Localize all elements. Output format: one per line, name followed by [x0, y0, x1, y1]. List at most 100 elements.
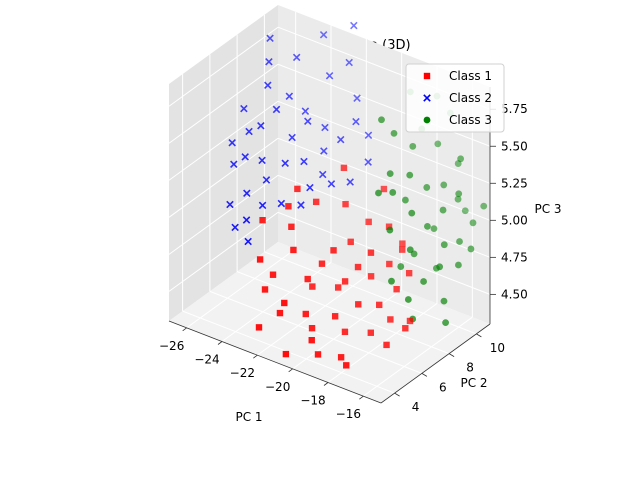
point-class-1	[294, 185, 301, 193]
point-class-3	[390, 129, 398, 137]
point-class-1	[355, 301, 362, 308]
point-class-3	[404, 296, 412, 303]
tick-mark	[182, 327, 187, 332]
point-class-3	[397, 263, 405, 270]
point-class-1	[282, 350, 290, 358]
point-class-3	[440, 181, 448, 189]
point-class-2	[228, 139, 236, 147]
point-class-3	[386, 226, 394, 234]
point-class-2	[241, 153, 249, 161]
point-class-3	[439, 206, 447, 214]
point-class-2	[346, 178, 354, 186]
point-class-1	[376, 301, 383, 309]
z-grid-line	[277, 63, 491, 147]
point-class-2	[319, 31, 328, 39]
point-class-1	[308, 324, 316, 332]
z-tick-label: 5.50	[501, 139, 528, 153]
z-grid-line	[168, 63, 279, 144]
point-class-1	[261, 286, 269, 293]
z-grid-line	[277, 211, 491, 295]
point-class-3	[375, 189, 382, 197]
point-class-3	[455, 261, 462, 269]
point-class-1	[331, 313, 339, 320]
point-class-3	[454, 195, 462, 203]
point-class-1	[285, 203, 292, 210]
point-class-2	[277, 199, 286, 208]
legend-marker-class-2	[423, 94, 431, 102]
point-class-1	[399, 240, 406, 247]
point-class-1	[340, 164, 348, 172]
axis-ticks: −26 −24 −22 −20 −18 −16 4 6 8 10 4.50 4.75 5.00 5.25 5…	[159, 102, 528, 421]
tick-mark	[217, 341, 223, 345]
point-class-1	[343, 362, 350, 369]
point-class-2	[266, 34, 274, 43]
point-class-2	[301, 107, 310, 115]
z-grid-line	[277, 137, 491, 221]
point-class-2	[265, 57, 273, 66]
point-class-1	[387, 316, 394, 323]
y-axis-label: PC 2	[460, 376, 487, 390]
x-axis-line	[168, 320, 382, 404]
point-class-2	[245, 127, 253, 136]
point-class-2	[226, 200, 234, 209]
point-class-3	[480, 202, 488, 210]
tick-mark	[394, 392, 400, 397]
y-tick-label: 10	[490, 341, 505, 355]
point-class-1	[383, 341, 390, 349]
y-tick-label: 8	[466, 361, 474, 375]
point-class-1	[281, 299, 288, 307]
y-axis-line	[380, 323, 491, 404]
tick-mark	[253, 354, 258, 359]
point-class-1	[259, 216, 266, 224]
point-class-1	[386, 260, 393, 268]
point-class-2	[321, 123, 329, 132]
legend-label-class-2: Class 2	[449, 91, 492, 105]
point-class-1	[314, 351, 322, 358]
point-class-3	[409, 142, 417, 150]
point-class-3	[442, 319, 449, 327]
tick-mark	[359, 395, 364, 400]
z-grid-line	[168, 100, 279, 181]
point-class-1	[309, 283, 316, 290]
point-class-2	[288, 133, 296, 142]
point-class-2	[320, 147, 328, 155]
point-class-3	[455, 190, 463, 198]
x-grid-line	[327, 303, 438, 383]
point-class-2	[243, 189, 251, 197]
legend-label-class-1: Class 1	[449, 69, 492, 83]
z-tick-label: 5.75	[501, 102, 528, 116]
z-grid-line	[168, 211, 279, 292]
x-tick-label: −22	[230, 366, 255, 380]
point-class-2	[352, 117, 360, 126]
z-tick-label: 4.50	[501, 287, 528, 301]
point-class-1	[312, 198, 320, 206]
z-grid-line	[277, 100, 491, 184]
z-tick-label: 5.00	[501, 213, 528, 227]
z-grid-line	[277, 174, 491, 258]
point-class-2	[285, 92, 294, 100]
point-class-1	[276, 309, 284, 317]
z-axis-label: PC 3	[534, 202, 561, 216]
point-class-1	[367, 273, 375, 280]
x-axis-label: PC 1	[235, 410, 262, 424]
z-tick-label: 5.25	[501, 176, 528, 190]
point-class-3	[388, 277, 395, 285]
point-class-2	[262, 176, 271, 184]
point-class-3	[420, 278, 427, 285]
z-grid-line	[168, 26, 279, 107]
point-class-1	[406, 317, 414, 325]
point-class-2	[272, 105, 281, 114]
point-class-2	[297, 201, 305, 209]
y-grid-line	[236, 271, 450, 355]
point-class-1	[288, 223, 295, 230]
point-class-1	[318, 260, 326, 267]
point-class-2	[336, 135, 345, 144]
point-class-2	[353, 94, 361, 102]
point-class-1	[399, 246, 406, 253]
y-grid-line	[264, 251, 477, 335]
point-class-1	[341, 328, 349, 336]
point-class-1	[402, 325, 409, 332]
point-class-1	[256, 256, 264, 263]
point-class-2	[345, 58, 353, 67]
point-class-2	[230, 160, 238, 169]
